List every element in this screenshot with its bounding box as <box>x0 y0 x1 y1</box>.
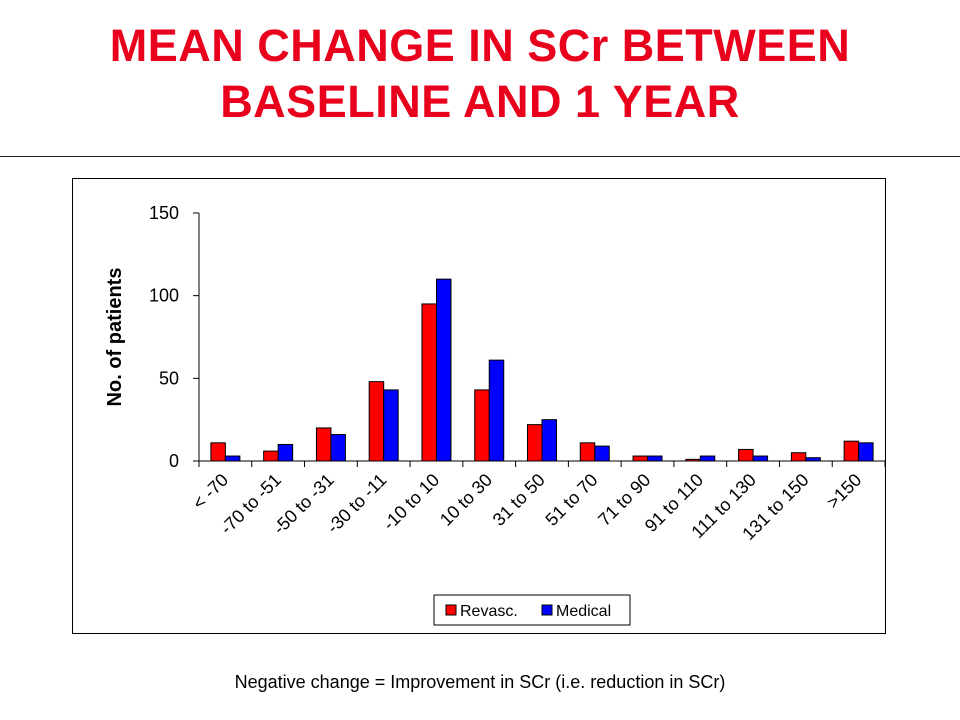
bar-revasc <box>474 389 490 462</box>
x-tick-label: 31 to 50 <box>489 470 549 530</box>
y-tick-label: 100 <box>149 286 179 306</box>
bar-medical <box>699 455 716 462</box>
bar-medical <box>224 455 241 462</box>
bar-revasc <box>263 450 279 462</box>
bar-revasc <box>421 303 437 462</box>
bar-medical <box>488 359 505 462</box>
x-tick-label: >150 <box>823 470 866 513</box>
bar-medical <box>330 434 346 462</box>
bar-revasc <box>210 442 226 462</box>
bar-revasc <box>790 452 807 462</box>
bar-revasc <box>632 455 649 462</box>
slide-title: MEAN CHANGE IN SCr BETWEEN BASELINE AND … <box>0 18 960 130</box>
bar-revasc <box>315 427 332 462</box>
y-axis-title: No. of patients <box>104 268 126 407</box>
bar-revasc <box>685 458 701 462</box>
bar-medical <box>435 278 452 462</box>
bar-medical <box>541 419 557 462</box>
bar-medical <box>805 457 821 462</box>
bar-medical <box>647 455 663 462</box>
x-tick-label: -10 to 10 <box>379 470 443 534</box>
y-tick-label: 150 <box>149 203 179 223</box>
bar-revasc <box>527 424 543 462</box>
bar-medical <box>594 445 610 462</box>
x-tick-label: < -70 <box>189 470 233 514</box>
legend-swatch-revasc <box>445 604 457 616</box>
x-tick-label: 51 to 70 <box>541 470 601 530</box>
bar-medical <box>858 442 874 462</box>
bar-medical <box>752 455 769 462</box>
bar-revasc <box>368 381 385 462</box>
bar-revasc <box>579 442 596 462</box>
x-tick-label: 10 to 30 <box>436 470 496 530</box>
title-line-1: MEAN CHANGE IN SCr BETWEEN <box>109 20 851 71</box>
y-tick-label: 50 <box>159 368 179 388</box>
bar-revasc <box>738 448 754 462</box>
bar-medical <box>383 389 399 462</box>
title-divider <box>0 156 960 157</box>
legend-label-medical: Medical <box>556 603 611 620</box>
legend-box <box>433 594 631 626</box>
legend-swatch-medical <box>541 604 553 616</box>
bar-revasc <box>843 440 860 462</box>
y-tick-label: 0 <box>169 451 179 471</box>
footnote: Negative change = Improvement in SCr (i.… <box>234 672 726 692</box>
chart-frame: 0 50 100 150 No. of patients < -70 -70 to -51-… <box>72 178 886 634</box>
legend-label-revasc: Revasc. <box>460 603 518 620</box>
title-line-2: BASELINE AND 1 YEAR <box>220 76 740 127</box>
bar-medical <box>277 443 294 462</box>
